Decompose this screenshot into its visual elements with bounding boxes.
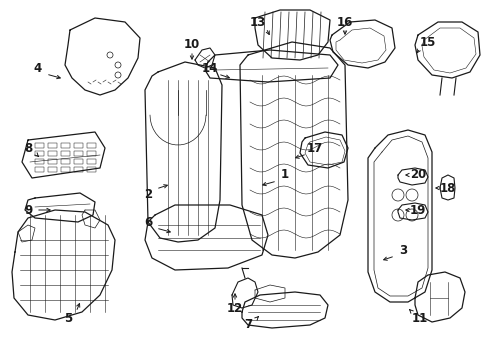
Text: 17: 17 (307, 141, 323, 154)
Text: 15: 15 (420, 36, 436, 49)
Text: 20: 20 (410, 168, 426, 181)
Text: 9: 9 (24, 203, 32, 216)
Text: 1: 1 (281, 168, 289, 181)
Bar (35, 151, 44, 156)
Text: 2: 2 (144, 189, 152, 202)
Text: 7: 7 (244, 319, 252, 332)
Text: 19: 19 (410, 203, 426, 216)
Bar (61, 143, 70, 148)
Text: 3: 3 (399, 243, 407, 256)
Bar (74, 143, 83, 148)
Bar (35, 159, 44, 164)
Text: 5: 5 (64, 311, 72, 324)
Bar (61, 151, 70, 156)
Text: 16: 16 (337, 15, 353, 28)
Text: 14: 14 (202, 62, 218, 75)
Text: 18: 18 (440, 181, 456, 194)
Bar (74, 167, 83, 172)
Text: 11: 11 (412, 311, 428, 324)
Text: 10: 10 (184, 39, 200, 51)
Bar (48, 143, 57, 148)
Bar (87, 167, 96, 172)
Bar (35, 143, 44, 148)
Bar (48, 167, 57, 172)
Text: 13: 13 (250, 15, 266, 28)
Bar (87, 143, 96, 148)
Bar (61, 159, 70, 164)
Bar (35, 167, 44, 172)
Bar (87, 151, 96, 156)
Text: 4: 4 (34, 62, 42, 75)
Bar (48, 151, 57, 156)
Text: 8: 8 (24, 141, 32, 154)
Text: 6: 6 (144, 216, 152, 229)
Bar (61, 167, 70, 172)
Bar (48, 159, 57, 164)
Bar (74, 151, 83, 156)
Bar (74, 159, 83, 164)
Bar (87, 159, 96, 164)
Text: 12: 12 (227, 302, 243, 315)
